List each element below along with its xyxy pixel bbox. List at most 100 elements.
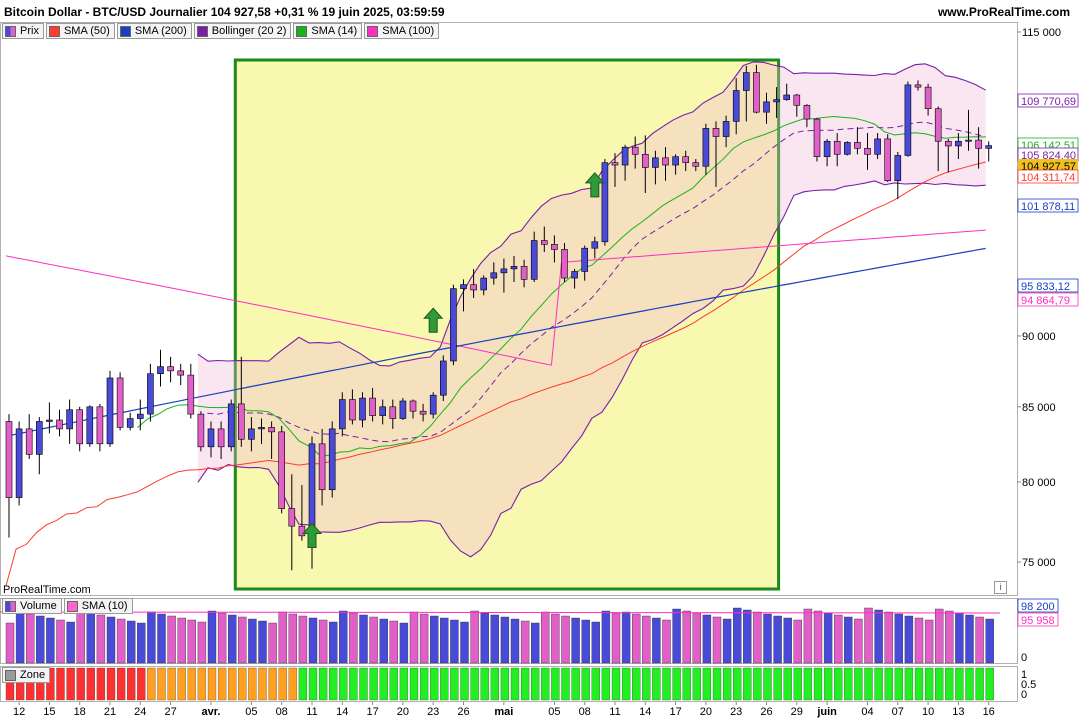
info-icon[interactable]: i bbox=[994, 581, 1007, 594]
candle-body bbox=[450, 288, 457, 362]
y-tick-label: 115 000 bbox=[1022, 27, 1061, 39]
legend-label: Prix bbox=[20, 25, 39, 37]
legend-item[interactable]: Zone bbox=[2, 667, 51, 683]
zone-bar bbox=[268, 667, 277, 701]
candle-body bbox=[318, 443, 326, 491]
buy-signal-arrow bbox=[301, 522, 323, 548]
zone-bar bbox=[864, 667, 873, 701]
legend-item[interactable]: SMA (14) bbox=[293, 23, 363, 39]
zone-bar bbox=[520, 667, 530, 701]
price-label: 101 878,11 bbox=[1021, 201, 1075, 213]
zone-bar bbox=[702, 667, 712, 701]
y-tick-label: 75 000 bbox=[1022, 557, 1056, 569]
x-tick-label: 23 bbox=[730, 706, 742, 718]
legend-item[interactable]: Bollinger (20 2) bbox=[193, 23, 292, 39]
candle-body bbox=[389, 406, 397, 419]
volume-bar bbox=[682, 610, 691, 664]
volume-label-box bbox=[1017, 598, 1059, 613]
volume-bar bbox=[167, 615, 176, 664]
candle-body bbox=[369, 397, 376, 416]
candle-body bbox=[500, 268, 508, 274]
candle-body bbox=[712, 128, 720, 137]
candle-body bbox=[126, 418, 134, 428]
candle-body bbox=[763, 101, 770, 113]
candle-body bbox=[854, 142, 861, 149]
candle-body bbox=[934, 108, 942, 142]
zone-bar bbox=[803, 667, 813, 701]
zone-bar bbox=[894, 667, 903, 701]
volume-bar bbox=[914, 617, 924, 664]
volume-bar bbox=[76, 610, 85, 664]
volume-bar bbox=[440, 617, 449, 664]
volume-bar bbox=[318, 619, 328, 664]
legend-swatch bbox=[367, 25, 379, 37]
zone-bar bbox=[561, 667, 570, 701]
volume-sma-line bbox=[0, 611, 1001, 614]
zone-bar bbox=[167, 667, 176, 701]
volume-bar bbox=[349, 612, 358, 664]
zone-bar bbox=[389, 667, 398, 701]
legend-swatch bbox=[5, 669, 16, 681]
zone-bar bbox=[955, 667, 964, 701]
volume-bar bbox=[591, 621, 600, 664]
volume-bar bbox=[894, 613, 903, 664]
zone-bar bbox=[197, 667, 207, 701]
candle-body bbox=[359, 397, 366, 421]
candle-body bbox=[35, 421, 43, 455]
legend-item[interactable]: SMA (50) bbox=[45, 23, 115, 39]
x-tick-label: 23 bbox=[427, 706, 439, 718]
volume-tick-label: 0 bbox=[1021, 652, 1027, 664]
x-tick-label: 21 bbox=[104, 706, 116, 718]
chart-title: Bitcoin Dollar - BTC/USD Journalier 104 … bbox=[4, 5, 445, 19]
legend-item[interactable]: Volume bbox=[2, 598, 62, 614]
volume-bar bbox=[541, 611, 550, 664]
zone-bar bbox=[116, 667, 126, 701]
volume-bar bbox=[207, 610, 217, 664]
candle-body bbox=[217, 428, 225, 448]
zone-bar bbox=[914, 667, 924, 701]
legend-item[interactable]: SMA (10) bbox=[63, 598, 133, 614]
zone-bar bbox=[470, 667, 479, 701]
candle-body bbox=[298, 525, 306, 537]
candle-body bbox=[480, 277, 488, 291]
zone-bar bbox=[217, 667, 227, 701]
candle-body bbox=[328, 428, 336, 491]
zone-bar bbox=[490, 667, 499, 701]
zone-bar bbox=[813, 667, 823, 701]
legend-swatch bbox=[5, 25, 16, 37]
candle-body bbox=[46, 419, 53, 422]
volume-bar bbox=[177, 617, 186, 664]
legend-item[interactable]: SMA (100) bbox=[364, 23, 440, 39]
zone-bar bbox=[419, 667, 429, 701]
volume-bar bbox=[510, 618, 520, 664]
zone-bar bbox=[76, 667, 85, 701]
zone-bar bbox=[399, 667, 409, 701]
zone-bar bbox=[823, 667, 833, 701]
buy-signal-arrow bbox=[423, 307, 444, 333]
volume-bar bbox=[137, 622, 146, 664]
volume-bar bbox=[692, 612, 701, 664]
x-tick-label: 05 bbox=[548, 706, 560, 718]
volume-bar bbox=[864, 607, 873, 664]
candle-body bbox=[187, 374, 195, 415]
x-tick-label: 18 bbox=[74, 706, 86, 718]
x-tick-label: 16 bbox=[983, 706, 995, 718]
candle-body bbox=[25, 428, 33, 455]
zone-bar bbox=[672, 667, 681, 701]
legend-label: Bollinger (20 2) bbox=[211, 25, 287, 37]
candle-body bbox=[288, 508, 296, 527]
candle-body bbox=[66, 409, 73, 430]
candle-body bbox=[530, 240, 538, 280]
volume-bar bbox=[460, 621, 469, 664]
candle-body bbox=[308, 443, 316, 537]
price-label-box bbox=[1017, 169, 1079, 184]
zone-bar bbox=[288, 667, 297, 701]
candle-body bbox=[429, 394, 437, 415]
legend-item[interactable]: Prix bbox=[2, 23, 44, 39]
candle-body bbox=[227, 403, 235, 448]
zone-bar bbox=[359, 667, 368, 701]
zone-tick-label: 0.5 bbox=[1021, 679, 1036, 691]
candle-body bbox=[823, 140, 831, 157]
legend-item[interactable]: SMA (200) bbox=[116, 23, 192, 39]
